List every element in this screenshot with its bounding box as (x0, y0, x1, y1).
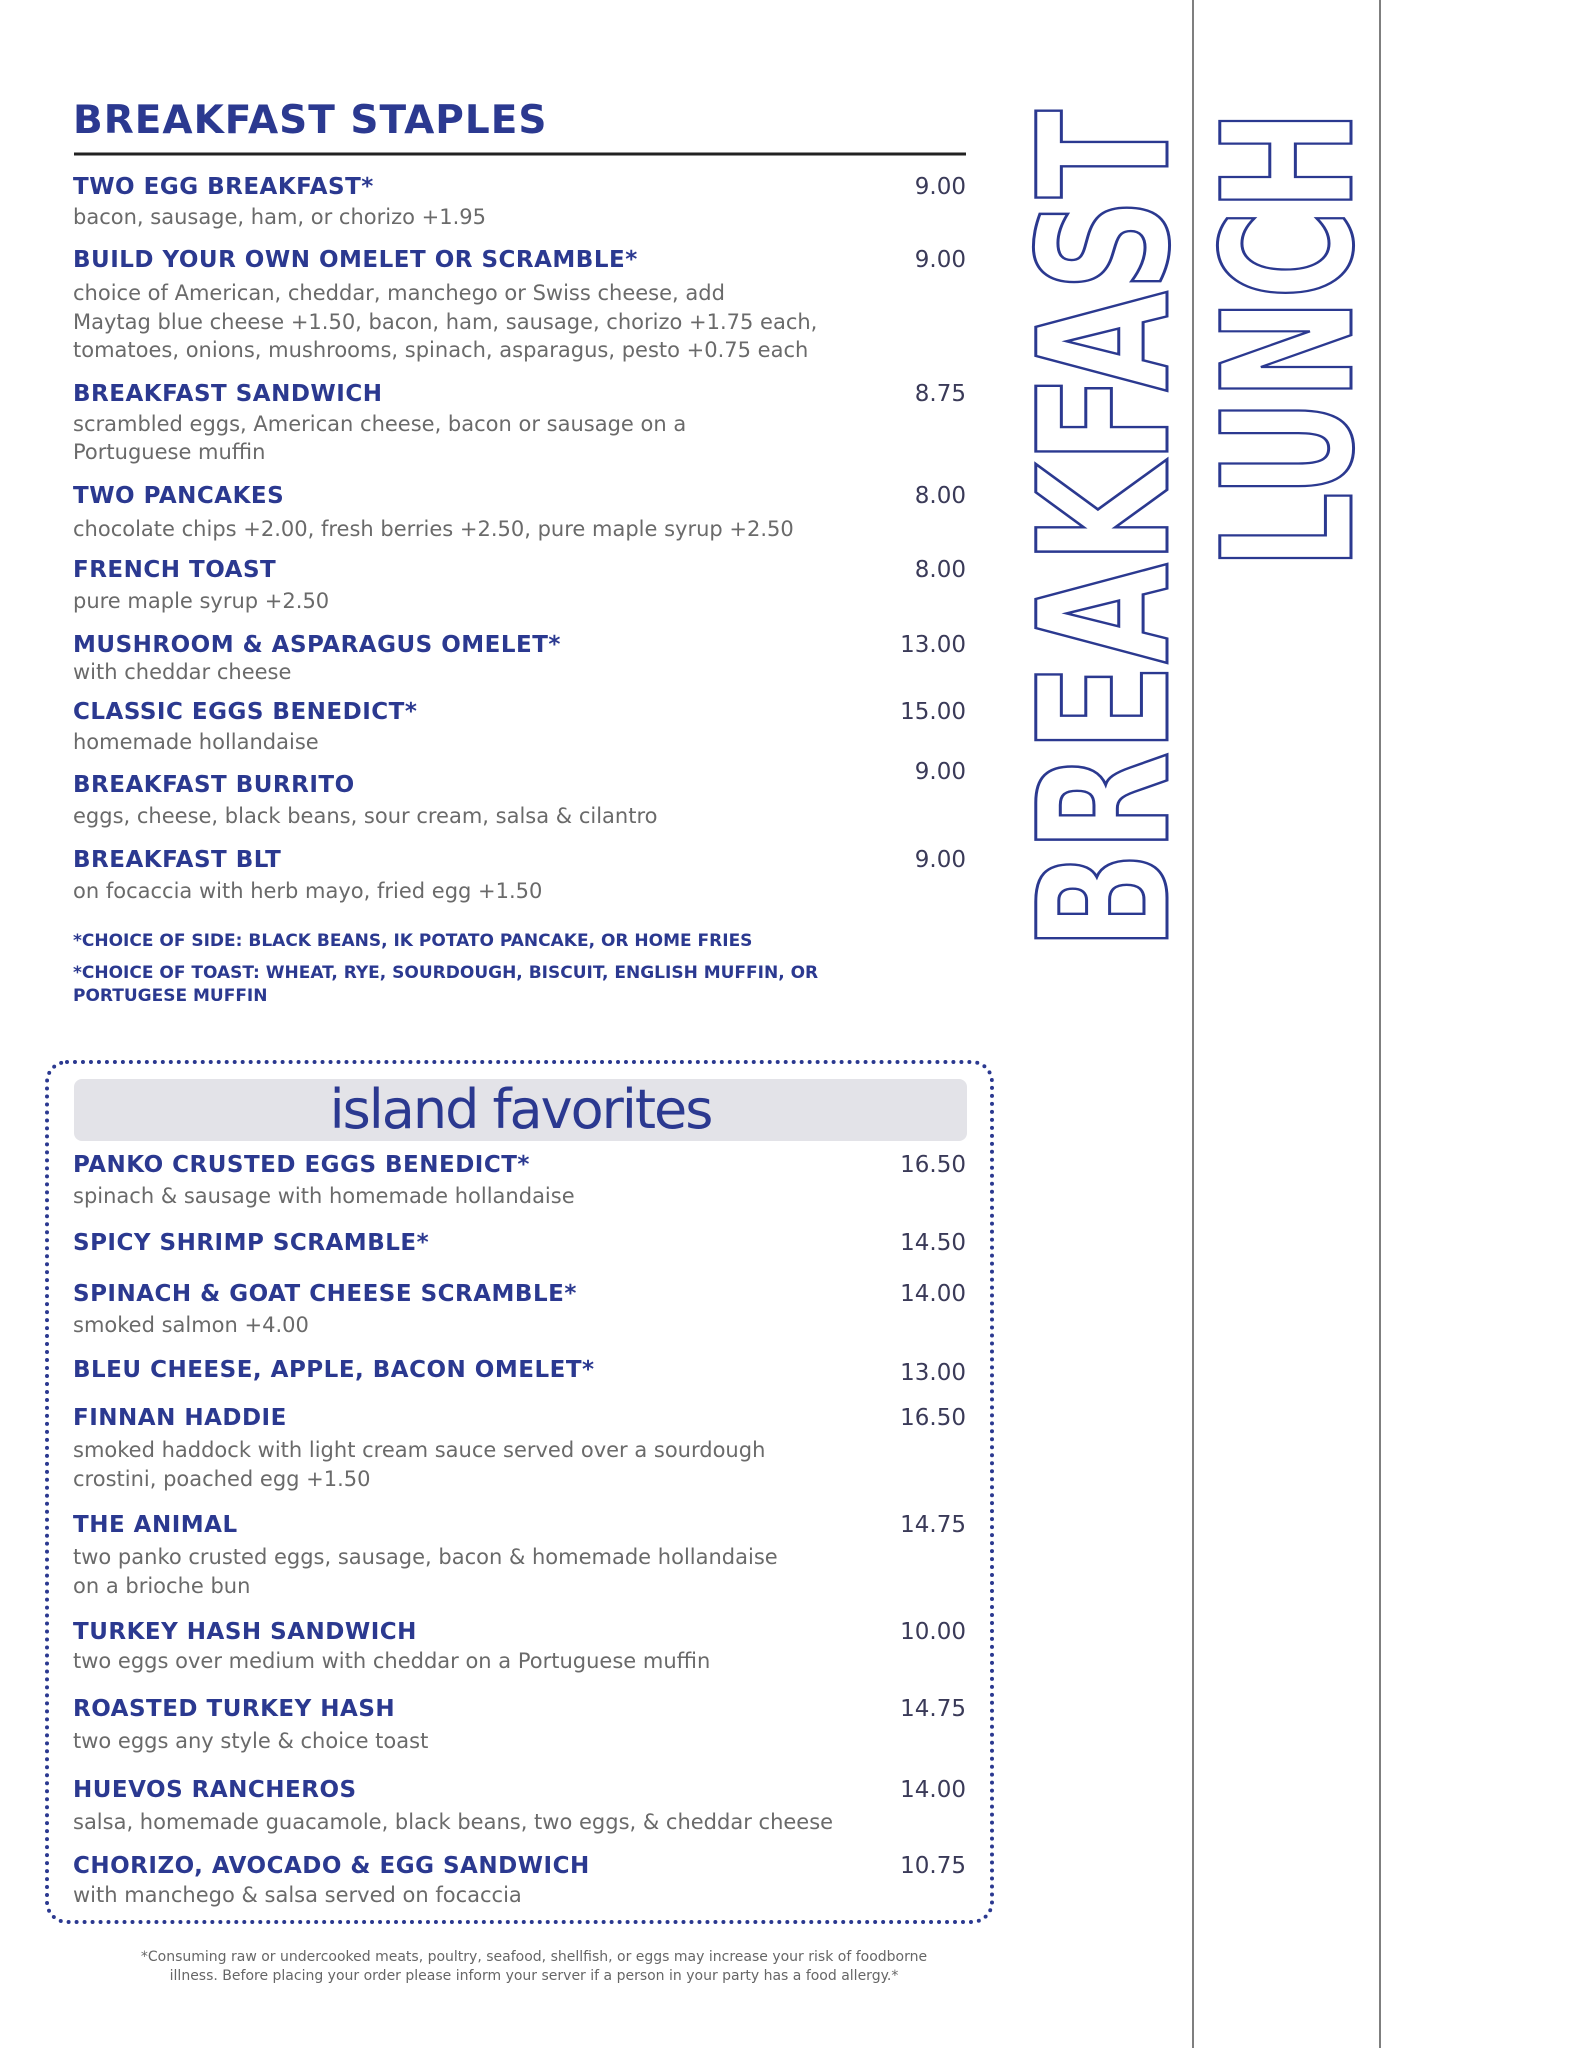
item-description: Portuguese muffin (73, 440, 266, 465)
item-name: TURKEY HASH SANDWICH (73, 1619, 417, 1646)
item-price: 14.75 (900, 1695, 966, 1722)
item-description: eggs, cheese, black beans, sour cream, s… (73, 803, 658, 828)
footnote: *Consuming raw or undercooked meats, pou… (140, 1948, 928, 1965)
item-name: BUILD YOUR OWN OMELET OR SCRAMBLE* (73, 246, 638, 273)
item-description: with cheddar cheese (73, 660, 292, 685)
item-price: 10.75 (900, 1853, 966, 1880)
item-price: 15.00 (900, 699, 966, 726)
item-name: ROASTED TURKEY HASH (73, 1695, 396, 1722)
item-description: salsa, homemade guacamole, black beans, … (73, 1810, 834, 1835)
item-price: 16.50 (900, 1404, 966, 1431)
item-price: 13.00 (900, 631, 966, 658)
item-price: 8.00 (914, 483, 966, 510)
item-description: pure maple syrup +2.50 (73, 589, 330, 613)
island-header: island favorites (74, 1079, 967, 1141)
item-name: BREAKFAST SANDWICH (73, 381, 383, 408)
item-description: spinach & sausage with homemade hollanda… (73, 1183, 575, 1208)
item-description: smoked haddock with light cream sauce se… (73, 1438, 766, 1463)
item-price: 9.00 (914, 846, 966, 873)
item-description: two eggs any style & choice toast (73, 1728, 429, 1753)
item-name: CHORIZO, AVOCADO & EGG SANDWICH (73, 1853, 590, 1880)
item-description: smoked salmon +4.00 (73, 1312, 309, 1337)
item-price: 14.00 (900, 1777, 966, 1804)
side-note: *CHOICE OF TOAST: WHEAT, RYE, SOURDOUGH,… (73, 962, 819, 983)
item-name: BREAKFAST BURRITO (73, 771, 355, 798)
section-title: BREAKFAST STAPLES (73, 98, 548, 143)
item-name: SPICY SHRIMP SCRAMBLE* (73, 1230, 430, 1257)
side-tab: LUNCH (1185, 110, 1394, 569)
item-description: on focaccia with herb mayo, fried egg +1… (73, 878, 543, 903)
item-name: CLASSIC EGGS BENEDICT* (73, 699, 418, 726)
item-name: BLEU CHEESE, APPLE, BACON OMELET* (73, 1357, 595, 1384)
item-price: 14.75 (900, 1512, 966, 1539)
item-price: 13.00 (900, 1359, 966, 1386)
item-name: FRENCH TOAST (73, 556, 277, 583)
item-description: two eggs over medium with cheddar on a P… (73, 1648, 711, 1673)
item-description: with manchego & salsa served on focaccia (73, 1882, 522, 1907)
item-price: 14.50 (900, 1230, 966, 1257)
item-name: FINNAN HADDIE (73, 1404, 287, 1431)
item-description: bacon, sausage, ham, or chorizo +1.95 (73, 205, 486, 230)
item-description: Maytag blue cheese +1.50, bacon, ham, sa… (73, 309, 818, 334)
item-name: TWO PANCAKES (73, 483, 285, 510)
item-name: HUEVOS RANCHEROS (73, 1777, 357, 1804)
item-price: 14.00 (900, 1280, 966, 1307)
item-price: 16.50 (900, 1151, 966, 1178)
island-box (45, 1060, 994, 1924)
item-name: THE ANIMAL (73, 1512, 238, 1539)
item-price: 9.00 (914, 246, 966, 273)
item-description: chocolate chips +2.00, fresh berries +2.… (73, 516, 794, 541)
item-description: tomatoes, onions, mushrooms, spinach, as… (73, 338, 809, 363)
footnote: illness. Before placing your order pleas… (169, 1968, 899, 1985)
item-description: homemade hollandaise (73, 729, 319, 754)
section-title: island favorites (329, 1078, 714, 1141)
item-description: choice of American, cheddar, manchego or… (73, 281, 725, 306)
item-price: 10.00 (900, 1619, 966, 1646)
item-name: PANKO CRUSTED EGGS BENEDICT* (73, 1151, 530, 1178)
item-name: BREAKFAST BLT (73, 846, 282, 873)
side-tab: BREAKFAST (1001, 110, 1210, 950)
side-note: *CHOICE OF SIDE: BLACK BEANS, IK POTATO … (73, 930, 753, 951)
item-price: 8.75 (914, 381, 966, 408)
item-name: TWO EGG BREAKFAST* (73, 174, 374, 201)
item-description: on a brioche bun (73, 1573, 251, 1598)
item-description: crostini, poached egg +1.50 (73, 1466, 371, 1491)
side-note: PORTUGESE MUFFIN (73, 986, 268, 1007)
item-description: two panko crusted eggs, sausage, bacon &… (73, 1545, 778, 1570)
item-description: scrambled eggs, American cheese, bacon o… (73, 411, 687, 436)
item-price: 9.00 (914, 174, 966, 201)
item-price: 8.00 (914, 556, 966, 583)
item-name: SPINACH & GOAT CHEESE SCRAMBLE* (73, 1280, 577, 1307)
item-name: MUSHROOM & ASPARAGUS OMELET* (73, 631, 561, 658)
item-price: 9.00 (914, 758, 966, 785)
